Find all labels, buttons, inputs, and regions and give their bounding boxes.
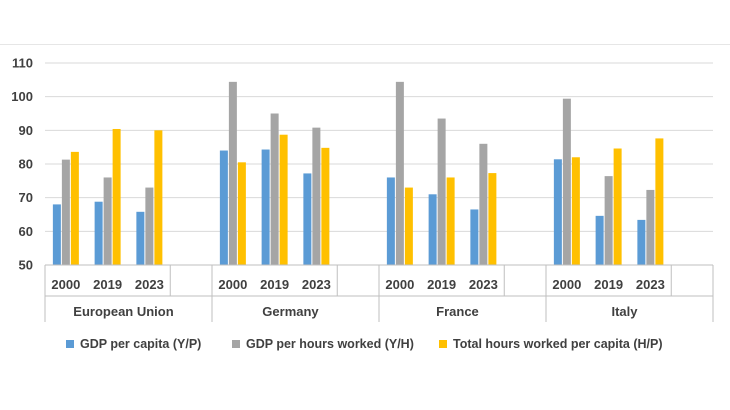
y-tick-label: 70: [19, 190, 33, 205]
bar-0-2-1: [428, 194, 437, 265]
bar-1-2-0: [395, 81, 404, 265]
bar-1-2-1: [437, 118, 446, 265]
bar-1-0-1: [103, 177, 112, 265]
bar-1-1-1: [270, 113, 279, 265]
bar-2-0-1: [112, 128, 121, 265]
bar-0-1-2: [303, 173, 312, 265]
bar-2-2-1: [446, 177, 455, 265]
bar-0-1-1: [261, 149, 270, 265]
bar-2-0-0: [70, 151, 79, 265]
bar-1-3-0: [562, 98, 571, 265]
y-tick-label: 60: [19, 224, 33, 239]
bar-1-1-2: [312, 127, 321, 265]
bar-0-0-1: [94, 201, 103, 265]
bar-1-1-0: [228, 81, 237, 265]
bar-2-3-0: [571, 157, 580, 265]
legend-label: GDP per capita (Y/P): [80, 337, 202, 351]
legend-swatch: [66, 340, 74, 348]
bar-0-3-0: [553, 159, 562, 265]
bar-0-0-0: [52, 204, 61, 265]
legend-label: Total hours worked per capita (H/P): [453, 337, 663, 351]
x-tick-label: 2019: [427, 277, 456, 292]
bar-1-3-1: [604, 176, 613, 265]
bar-2-2-0: [404, 187, 413, 265]
x-tick-label: 2023: [135, 277, 164, 292]
x-tick-label: 2023: [636, 277, 665, 292]
x-axis: 2000 2019 2023 European Union 2000 2019 2023 Ge…: [44, 264, 714, 322]
x-tick-label: 2000: [552, 277, 581, 292]
bar-chart: 50 60 70 80 90 100 110 2000 2019 2023 European Un…: [11, 56, 714, 322]
x-tick-label: 2023: [302, 277, 331, 292]
y-tick-label: 80: [19, 157, 33, 172]
bars: [52, 81, 664, 265]
group-label: Italy: [611, 304, 638, 319]
y-tick-label: 110: [12, 56, 33, 71]
y-axis: 50 60 70 80 90 100 110: [11, 56, 33, 273]
bar-2-0-2: [154, 130, 163, 265]
x-tick-label: 2023: [469, 277, 498, 292]
legend-item-gdp-per-hours-worked: GDP per hours worked (Y/H): [232, 334, 414, 354]
bar-2-3-1: [613, 148, 622, 265]
gridlines: [45, 62, 713, 266]
legend-item-total-hours-worked: Total hours worked per capita (H/P): [439, 334, 663, 354]
bar-0-3-2: [637, 219, 646, 265]
y-tick-label: 50: [19, 258, 33, 273]
bar-1-2-2: [479, 143, 488, 265]
bar-1-0-0: [61, 159, 70, 265]
legend-item-gdp-per-capita: GDP per capita (Y/P): [66, 334, 201, 354]
x-tick-label: 2000: [218, 277, 247, 292]
x-tick-label: 2000: [385, 277, 414, 292]
y-tick-label: 100: [11, 89, 33, 104]
y-tick-label: 90: [19, 123, 33, 138]
bar-2-1-0: [237, 162, 246, 265]
bar-2-2-2: [488, 173, 497, 265]
bar-2-1-1: [279, 134, 288, 265]
bar-1-3-2: [646, 189, 655, 265]
bar-2-3-2: [655, 138, 664, 265]
bar-1-0-2: [145, 187, 154, 265]
bar-0-1-0: [219, 150, 228, 265]
bar-0-0-2: [136, 211, 145, 265]
legend: GDP per capita (Y/P) GDP per hours worke…: [0, 334, 730, 354]
bar-0-2-0: [386, 177, 395, 265]
top-rule: [0, 44, 730, 45]
x-tick-label: 2019: [260, 277, 289, 292]
group-label: Germany: [262, 304, 319, 319]
bar-2-1-2: [321, 147, 330, 265]
group-label: European Union: [73, 304, 173, 319]
x-tick-label: 2019: [594, 277, 623, 292]
legend-label: GDP per hours worked (Y/H): [246, 337, 414, 351]
bar-0-3-1: [595, 215, 604, 265]
legend-swatch: [439, 340, 447, 348]
bar-0-2-2: [470, 209, 479, 265]
legend-swatch: [232, 340, 240, 348]
x-tick-label: 2019: [93, 277, 122, 292]
x-tick-label: 2000: [51, 277, 80, 292]
group-label: France: [436, 304, 479, 319]
